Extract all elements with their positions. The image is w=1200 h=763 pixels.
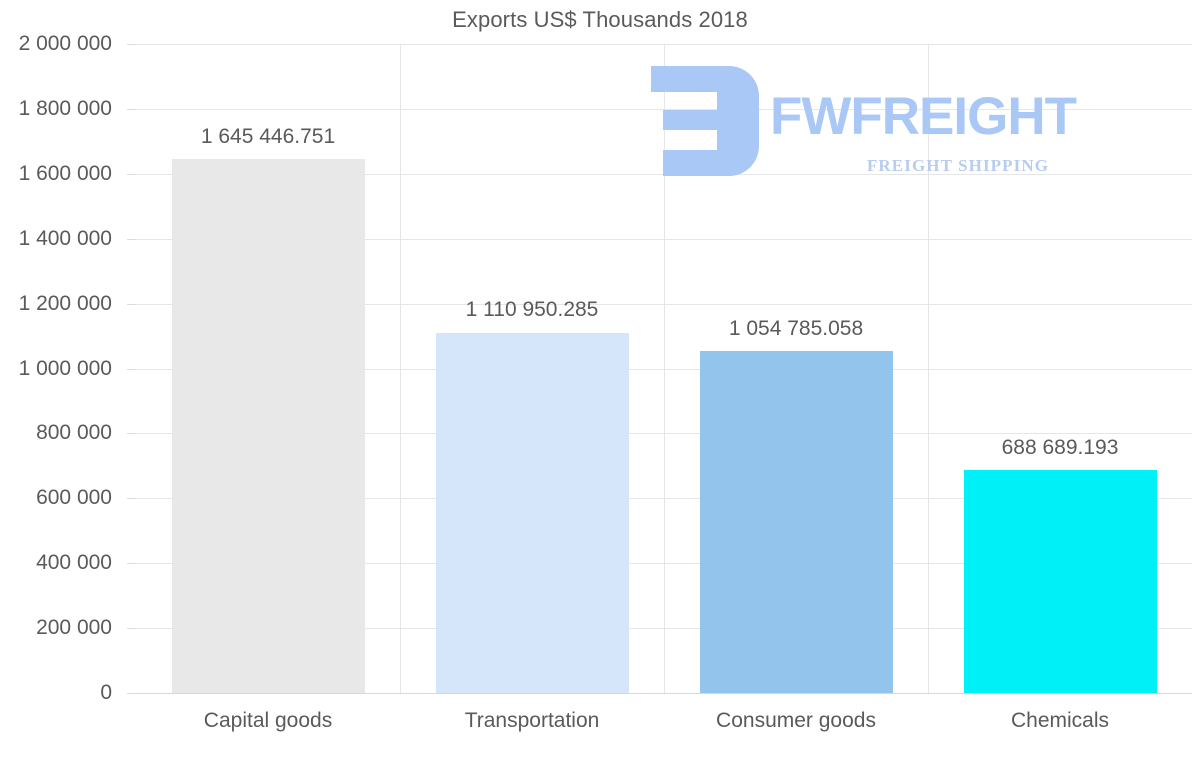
plot-area (127, 44, 1192, 694)
y-axis-tick-mark (127, 368, 136, 370)
bar-value-label: 1 645 446.751 (200, 125, 336, 149)
bar[interactable] (435, 332, 629, 693)
y-axis-tick-mark (127, 238, 136, 240)
x-axis-tick-label: Capital goods (203, 709, 333, 732)
chart-title: Exports US$ Thousands 2018 (452, 7, 748, 32)
y-axis-tick-mark (127, 693, 136, 694)
y-axis-tick-label: 1 800 000 (18, 96, 112, 120)
gridline-vertical (664, 44, 665, 693)
bar[interactable] (171, 159, 365, 693)
bar-value-label: 1 110 950.285 (465, 298, 599, 322)
y-axis-tick-mark (127, 433, 136, 435)
y-axis-tick-mark (127, 173, 136, 175)
y-axis-tick-label: 1 600 000 (18, 161, 112, 185)
x-axis-line (136, 693, 1192, 694)
y-axis-tick-label: 800 000 (36, 421, 112, 445)
y-axis-tick-mark (127, 303, 136, 305)
y-axis-tick-label: 1 000 000 (18, 356, 112, 380)
y-axis-tick-mark (127, 563, 136, 565)
y-axis-tick-mark (127, 498, 136, 500)
bar-value-label: 688 689.193 (1001, 435, 1119, 459)
y-axis-tick-label: 0 (100, 681, 112, 704)
y-axis-tick-mark (127, 44, 136, 45)
y-axis-tick-mark (127, 628, 136, 630)
y-axis-tick-label: 2 000 000 (18, 32, 112, 55)
gridline-vertical (400, 44, 401, 693)
bar[interactable] (963, 469, 1157, 693)
y-axis-tick-label: 1 200 000 (18, 291, 112, 315)
bar-value-label: 1 054 785.058 (728, 316, 864, 340)
x-axis-tick-label: Consumer goods (716, 709, 876, 732)
y-axis-tick-label: 200 000 (36, 616, 112, 640)
y-axis-tick-label: 400 000 (36, 551, 112, 575)
x-axis-tick-label: Chemicals (1010, 709, 1110, 732)
y-axis-tick-mark (127, 108, 136, 110)
gridline-vertical (928, 44, 929, 693)
y-axis-tick-label: 1 400 000 (18, 226, 112, 250)
x-axis-tick-label: Transportation (464, 709, 600, 732)
bar[interactable] (699, 350, 893, 693)
y-axis-tick-label: 600 000 (36, 486, 112, 510)
